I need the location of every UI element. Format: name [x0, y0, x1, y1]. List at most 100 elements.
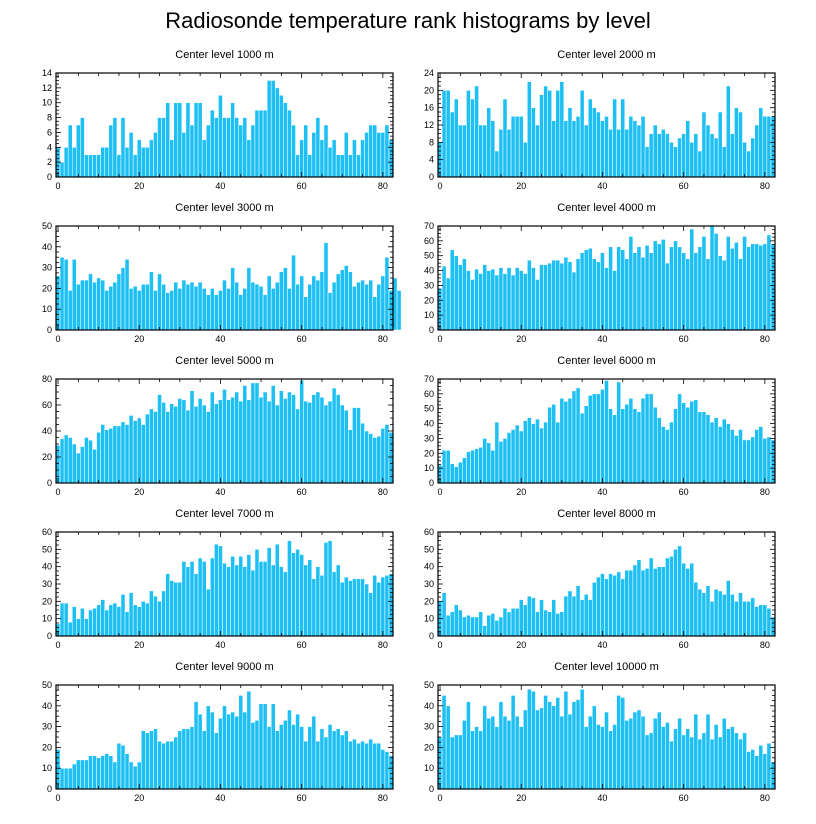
histogram-bar [108, 124, 114, 178]
histogram-bar [518, 599, 524, 637]
y-tick-label: 40 [424, 701, 434, 711]
y-tick-label: 10 [424, 763, 434, 773]
histogram-bar [270, 288, 276, 331]
histogram-bar [551, 259, 556, 331]
histogram-bar [441, 450, 447, 484]
histogram-bar [238, 556, 244, 637]
histogram-bar [307, 154, 313, 178]
histogram-bar [275, 730, 280, 790]
histogram-bar [303, 296, 308, 331]
histogram-bar [214, 543, 219, 637]
histogram-bar [543, 609, 548, 637]
histogram-bar [88, 755, 93, 790]
histogram-bar [205, 124, 211, 178]
x-tick-label: 0 [438, 487, 443, 497]
histogram-bar [547, 262, 552, 331]
histogram-bar [506, 129, 512, 178]
histogram-bar [307, 726, 313, 790]
histogram-bar [266, 275, 272, 331]
histogram-bar [486, 107, 492, 178]
histogram-bar [380, 132, 386, 178]
histogram-bar [583, 726, 589, 790]
histogram-bar [368, 279, 373, 331]
histogram-bar [551, 705, 556, 790]
histogram-bar [323, 124, 329, 178]
histogram-bar [502, 273, 508, 331]
histogram-bar [766, 608, 772, 637]
histogram-bar [717, 255, 723, 331]
histogram-bar [210, 391, 215, 484]
histogram-bar [583, 249, 589, 331]
histogram-bar [299, 139, 304, 178]
histogram-bar [579, 688, 585, 790]
histogram-bar [59, 767, 65, 790]
histogram-bar [600, 252, 605, 331]
histogram-bar [612, 270, 617, 331]
histogram-bar [437, 288, 443, 331]
histogram-bar [222, 562, 227, 637]
histogram-bar [197, 713, 203, 790]
histogram-bar [364, 583, 369, 637]
histogram-bar [705, 124, 711, 178]
histogram-bar [242, 711, 248, 790]
histogram-bar [230, 711, 235, 790]
x-tick-label: 80 [378, 334, 388, 344]
histogram-bar [55, 445, 61, 484]
histogram-bar [705, 713, 711, 790]
histogram-bar [376, 742, 382, 790]
histogram-bar [149, 139, 154, 178]
histogram-bar [754, 243, 760, 331]
y-tick-label: 30 [424, 579, 434, 589]
histogram-bar [149, 408, 154, 484]
histogram-bar [136, 290, 142, 331]
histogram-bar [600, 120, 605, 178]
histogram-bar [197, 557, 203, 637]
histogram-bar [380, 576, 386, 637]
histogram-bar [254, 549, 260, 637]
histogram-bar [124, 424, 130, 484]
histogram-bar [136, 417, 142, 484]
histogram-bar [750, 436, 755, 484]
histogram-bar [356, 578, 361, 637]
y-tick-label: 0 [47, 784, 52, 794]
histogram-bar [746, 150, 751, 178]
histogram-bar [181, 728, 187, 790]
histogram-bar [335, 154, 341, 178]
histogram-bar [685, 728, 690, 790]
histogram-bar [295, 283, 300, 331]
histogram-bar [539, 427, 544, 484]
histogram-bar [518, 116, 524, 178]
x-tick-label: 20 [516, 640, 526, 650]
histogram-bar [67, 621, 73, 637]
histogram-bar [535, 124, 540, 178]
histogram-bar [445, 277, 451, 331]
histogram-bar [250, 281, 256, 331]
histogram-bar [246, 554, 252, 637]
histogram-bar [59, 161, 65, 178]
histogram-bar [279, 390, 284, 484]
histogram-bar [766, 234, 772, 331]
histogram-bar [372, 437, 378, 484]
y-tick-label: 0 [429, 784, 434, 794]
histogram-bar [177, 730, 183, 790]
histogram-bar [657, 243, 662, 331]
histogram-bar [579, 412, 585, 484]
histogram-bar [315, 740, 321, 790]
histogram-bar [624, 720, 630, 790]
histogram-bar [681, 402, 686, 484]
y-tick-label: 40 [42, 562, 52, 572]
histogram-bar [157, 273, 162, 331]
histogram-bar [661, 239, 666, 331]
histogram-bar [486, 614, 492, 637]
histogram-bar [518, 270, 524, 331]
histogram-bar [498, 701, 504, 790]
y-tick-label: 2 [47, 157, 52, 167]
x-tick-label: 80 [760, 487, 770, 497]
histogram-bar [640, 398, 646, 484]
histogram-bar [254, 382, 260, 484]
histogram-bar [478, 611, 483, 637]
histogram-bar [108, 428, 114, 484]
histogram-bar [717, 426, 723, 484]
y-tick-label: 20 [424, 85, 434, 95]
histogram-bar [327, 400, 333, 484]
